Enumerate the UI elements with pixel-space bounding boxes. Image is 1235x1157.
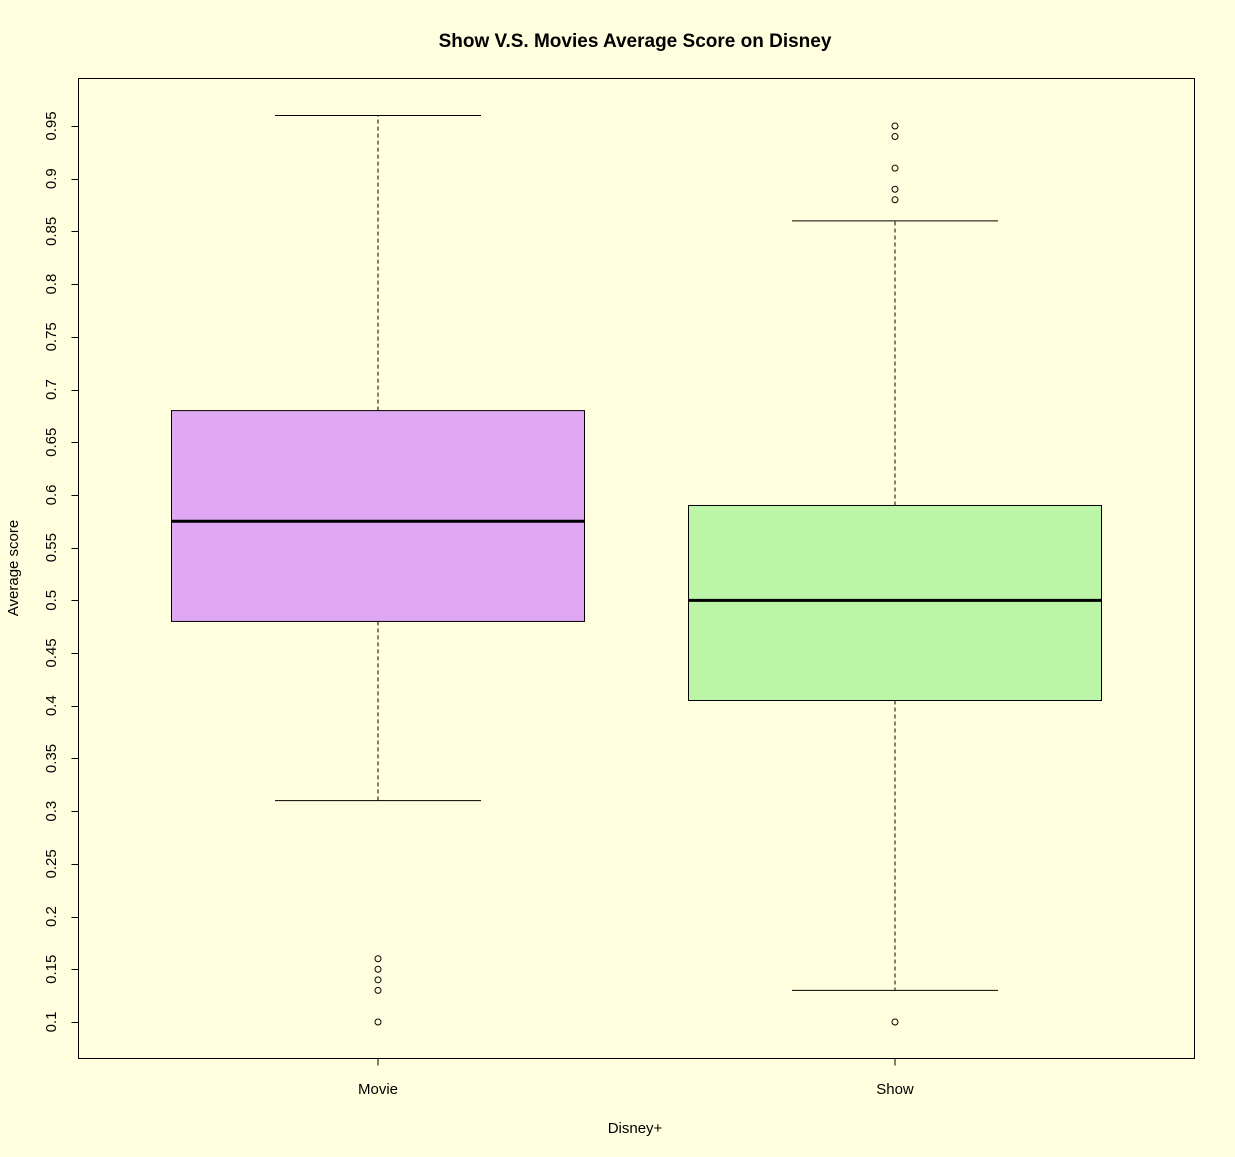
outlier-point bbox=[374, 976, 382, 984]
y-tick-label: 0.6 bbox=[43, 485, 60, 506]
y-tick-label: 0.75 bbox=[43, 322, 60, 351]
y-tick-label: 0.1 bbox=[43, 1012, 60, 1033]
y-tick-label: 0.3 bbox=[43, 801, 60, 822]
outlier-point bbox=[891, 122, 899, 130]
y-tick-label: 0.25 bbox=[43, 849, 60, 878]
x-axis: Movie Show bbox=[358, 1058, 914, 1098]
y-tick-label: 0.2 bbox=[43, 906, 60, 927]
box-movie bbox=[171, 114, 585, 1026]
outlier-point bbox=[891, 1018, 899, 1026]
iqr-box bbox=[688, 504, 1102, 701]
y-tick-label: 0.85 bbox=[43, 217, 60, 246]
y-tick-label: 0.8 bbox=[43, 274, 60, 295]
box-show bbox=[688, 122, 1102, 1026]
iqr-box bbox=[171, 410, 585, 622]
outlier-point bbox=[374, 1018, 382, 1026]
x-tick-label: Show bbox=[876, 1081, 914, 1098]
outlier-point bbox=[891, 196, 899, 204]
y-tick-label: 0.7 bbox=[43, 379, 60, 400]
y-tick-label: 0.4 bbox=[43, 695, 60, 716]
y-axis-title: Average score bbox=[5, 520, 22, 616]
outlier-point bbox=[891, 133, 899, 141]
y-tick-label: 0.9 bbox=[43, 168, 60, 189]
outlier-point bbox=[374, 965, 382, 973]
y-tick-label: 0.45 bbox=[43, 638, 60, 667]
outlier-point bbox=[374, 955, 382, 963]
outlier-point bbox=[891, 164, 899, 172]
y-axis: 0.1 0.15 0.2 0.25 0.3 0.35 0.4 0.45 0.5 0.55 0.6 0.… bbox=[43, 111, 79, 1032]
outlier-point bbox=[891, 185, 899, 193]
outlier-point bbox=[374, 986, 382, 994]
boxes-layer bbox=[171, 114, 1102, 1026]
y-tick-label: 0.15 bbox=[43, 955, 60, 984]
y-tick-label: 0.55 bbox=[43, 533, 60, 562]
x-axis-title: Disney+ bbox=[608, 1120, 663, 1137]
y-tick-label: 0.95 bbox=[43, 111, 60, 140]
chart-title: Show V.S. Movies Average Score on Disney bbox=[439, 31, 832, 52]
y-tick-label: 0.65 bbox=[43, 428, 60, 457]
y-tick-label: 0.5 bbox=[43, 590, 60, 611]
y-tick-label: 0.35 bbox=[43, 744, 60, 773]
x-tick-label: Movie bbox=[358, 1081, 398, 1098]
